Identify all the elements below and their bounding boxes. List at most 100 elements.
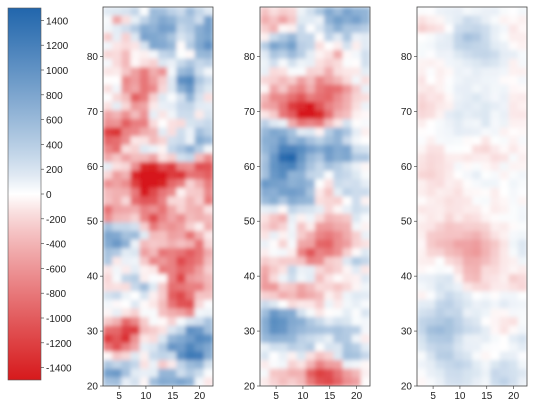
- heatmap-cell: [278, 67, 289, 77]
- heatmap-cell: [472, 93, 482, 103]
- heatmap-cell: [158, 325, 168, 335]
- heatmap-cell: [176, 325, 187, 335]
- heatmap-cell: [417, 93, 427, 103]
- heatmap-cell: [148, 118, 159, 129]
- heatmap-cell: [278, 187, 289, 198]
- heatmap-cell: [453, 153, 464, 163]
- heatmap-cell: [269, 118, 279, 129]
- heatmap-cell: [305, 342, 316, 353]
- heatmap-cell: [499, 308, 510, 318]
- heatmap-cell: [462, 24, 473, 34]
- heatmap-cell: [296, 256, 307, 267]
- heatmap-cell: [453, 248, 464, 258]
- heatmap-cell: [499, 32, 510, 43]
- heatmap-cell: [426, 308, 436, 318]
- y-tick-label: 40: [401, 272, 413, 283]
- heatmap-cell: [130, 32, 141, 43]
- heatmap-cell: [103, 368, 113, 378]
- heatmap-cell: [278, 179, 289, 189]
- y-tick-label: 80: [244, 52, 256, 63]
- heatmap-cell: [296, 15, 307, 25]
- heatmap-cell: [426, 7, 436, 17]
- heatmap-cell: [139, 368, 150, 378]
- heatmap-cell: [158, 248, 168, 258]
- heatmap-cell: [472, 274, 482, 284]
- heatmap-cell: [481, 162, 491, 172]
- heatmap-cell: [342, 239, 353, 249]
- heatmap-cell: [426, 187, 436, 198]
- heatmap-cell: [121, 342, 132, 353]
- heatmap-cell: [176, 15, 187, 25]
- heatmap-cell: [360, 144, 370, 155]
- heatmap-cell: [342, 24, 353, 34]
- heatmap-cell: [499, 162, 510, 172]
- heatmap-cell: [360, 291, 370, 301]
- heatmap-cell: [167, 368, 177, 378]
- heatmap-cell: [305, 7, 316, 17]
- heatmap-cell: [342, 75, 353, 86]
- heatmap-cell: [287, 265, 298, 275]
- heatmap-cell: [462, 291, 473, 301]
- heatmap-cell: [360, 222, 370, 232]
- heatmap-cell: [324, 7, 334, 17]
- heatmap-cell: [324, 291, 334, 301]
- heatmap-cell: [121, 101, 132, 111]
- heatmap-cell: [296, 368, 307, 378]
- heatmap-cell: [287, 101, 298, 111]
- heatmap-cell: [185, 179, 196, 189]
- heatmap-cell: [462, 360, 473, 370]
- heatmap-cell: [130, 84, 141, 94]
- heatmap-cell: [517, 153, 527, 163]
- heatmap-cell: [342, 179, 353, 189]
- heatmap-cell: [185, 50, 196, 60]
- heatmap-cell: [517, 213, 527, 223]
- y-tick-label: 20: [244, 382, 256, 393]
- heatmap-cell: [472, 308, 482, 318]
- heatmap-cell: [453, 351, 464, 361]
- heatmap-cell: [305, 84, 316, 94]
- heatmap-cell: [481, 239, 491, 249]
- heatmap-cell: [139, 291, 150, 301]
- heatmap-cell: [176, 282, 187, 292]
- heatmap-cell: [315, 196, 325, 206]
- heatmap-cell: [269, 239, 279, 249]
- heatmap-cell: [121, 325, 132, 335]
- heatmap-cell: [203, 325, 213, 335]
- heatmap-cell: [517, 110, 527, 120]
- heatmap-cell: [278, 50, 289, 60]
- heatmap-cell: [194, 325, 205, 335]
- heatmap-cell: [351, 41, 362, 51]
- heatmap-cell: [481, 282, 491, 292]
- heatmap-cell: [453, 93, 464, 103]
- heatmap-cell: [296, 93, 307, 103]
- heatmap-cell: [296, 325, 307, 335]
- heatmap-cell: [490, 256, 501, 267]
- heatmap-cell: [194, 299, 205, 310]
- heatmap-cell: [342, 15, 353, 25]
- heatmap-cell: [260, 368, 270, 378]
- heatmap-cell: [499, 153, 510, 163]
- heatmap-cell: [112, 222, 122, 232]
- colorbar-tick-label: 800: [46, 91, 63, 102]
- heatmap-cell: [269, 127, 279, 137]
- heatmap-cell: [324, 196, 334, 206]
- heatmap-cell: [351, 248, 362, 258]
- heatmap-cell: [426, 101, 436, 111]
- heatmap-cell: [148, 239, 159, 249]
- heatmap-cell: [278, 32, 289, 43]
- heatmap-cell: [435, 118, 446, 129]
- heatmap-cell: [130, 7, 141, 17]
- heatmap-cell: [435, 377, 446, 386]
- heatmap-cell: [296, 24, 307, 34]
- heatmap-cell: [305, 368, 316, 378]
- heatmap-cell: [499, 15, 510, 25]
- heatmap-cell: [517, 317, 527, 327]
- heatmap-cell: [435, 179, 446, 189]
- heatmap-cell: [444, 213, 455, 223]
- heatmap-cell: [203, 360, 213, 370]
- heatmap-cell: [269, 282, 279, 292]
- heatmap-cell: [490, 205, 501, 215]
- heatmap-cell: [490, 239, 501, 249]
- heatmap-cell: [287, 50, 298, 60]
- heatmap-cell: [296, 127, 307, 137]
